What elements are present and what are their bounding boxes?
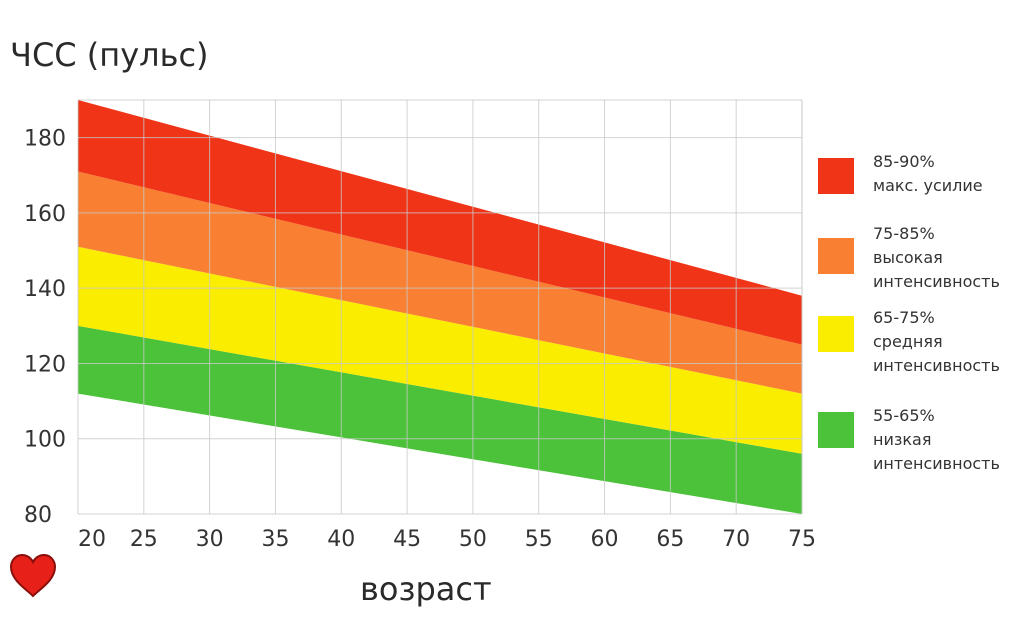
y-tick-label-4: 160 [24, 202, 66, 227]
zone-band-1 [78, 246, 802, 454]
x-tick-label-10: 70 [722, 527, 750, 552]
y-tick-label-5: 180 [24, 127, 66, 152]
x-tick-label-8: 60 [591, 527, 619, 552]
legend-swatch-low [818, 412, 854, 448]
x-tick-label-9: 65 [656, 527, 684, 552]
y-tick-label-2: 120 [24, 352, 66, 377]
x-tick-label-1: 25 [130, 527, 158, 552]
legend-swatch-high [818, 238, 854, 274]
x-tick-label-5: 45 [393, 527, 421, 552]
legend-label-high: 75-85% высокая интенсивность [873, 224, 1000, 291]
zone-band-2 [78, 171, 802, 394]
x-tick-label-3: 35 [261, 527, 289, 552]
legend-swatch-max-effort [818, 158, 854, 194]
zone-band-3 [78, 100, 802, 345]
zone-band-0 [78, 325, 802, 514]
legend-label-low: 55-65% низкая интенсивность [873, 406, 1000, 473]
x-tick-label-2: 30 [196, 527, 224, 552]
y-tick-label-0: 80 [24, 503, 52, 528]
x-tick-label-6: 50 [459, 527, 487, 552]
legend-label-max-effort: 85-90% макс. усилие [873, 152, 983, 195]
x-tick-label-0: 20 [78, 527, 106, 552]
x-tick-label-7: 55 [525, 527, 553, 552]
x-axis-title: возраст [360, 570, 492, 608]
y-tick-label-3: 140 [24, 277, 66, 302]
legend-swatch-medium [818, 316, 854, 352]
legend-label-medium: 65-75% средняя интенсивность [873, 308, 1000, 375]
x-tick-label-11: 75 [788, 527, 816, 552]
y-tick-label-1: 100 [24, 428, 66, 453]
x-tick-label-4: 40 [327, 527, 355, 552]
y-axis-title: ЧСС (пульс) [10, 36, 209, 74]
heart-icon [9, 553, 57, 598]
